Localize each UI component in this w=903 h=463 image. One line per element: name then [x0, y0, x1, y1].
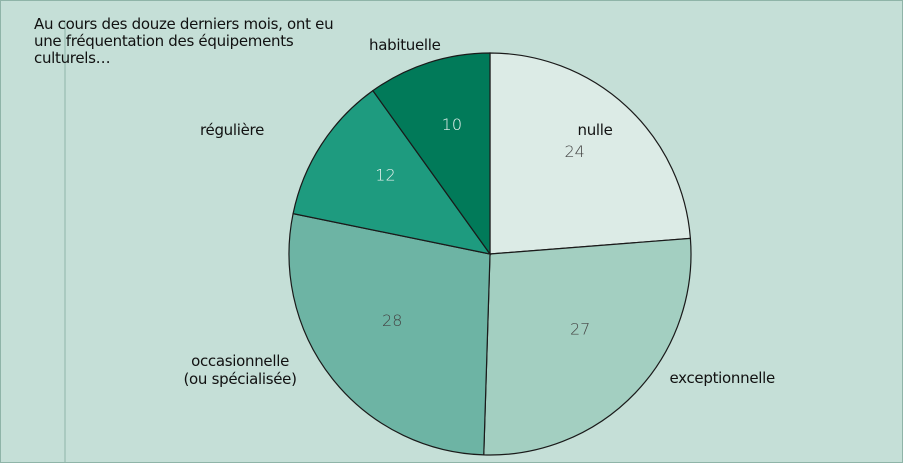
slice-label: habituelle — [369, 36, 441, 54]
slice-label: nulle — [577, 121, 613, 139]
value-label: 10 — [442, 115, 462, 134]
slice-label: occasionnelle (ou spécialisée) — [183, 352, 297, 388]
value-label: 28 — [382, 311, 402, 330]
chart-title: Au cours des douze derniers mois, ont eu… — [34, 15, 334, 67]
pie-slice — [483, 237, 692, 456]
slice-label: régulière — [200, 121, 265, 139]
value-label: 12 — [375, 166, 395, 185]
pie-slice — [292, 89, 492, 255]
pie-slice — [372, 52, 491, 256]
slice-label: exceptionnelle — [669, 369, 776, 387]
value-label: 24 — [564, 142, 584, 161]
pie-slice — [288, 212, 491, 456]
value-label: 27 — [570, 320, 590, 339]
pie-slice — [489, 52, 692, 255]
